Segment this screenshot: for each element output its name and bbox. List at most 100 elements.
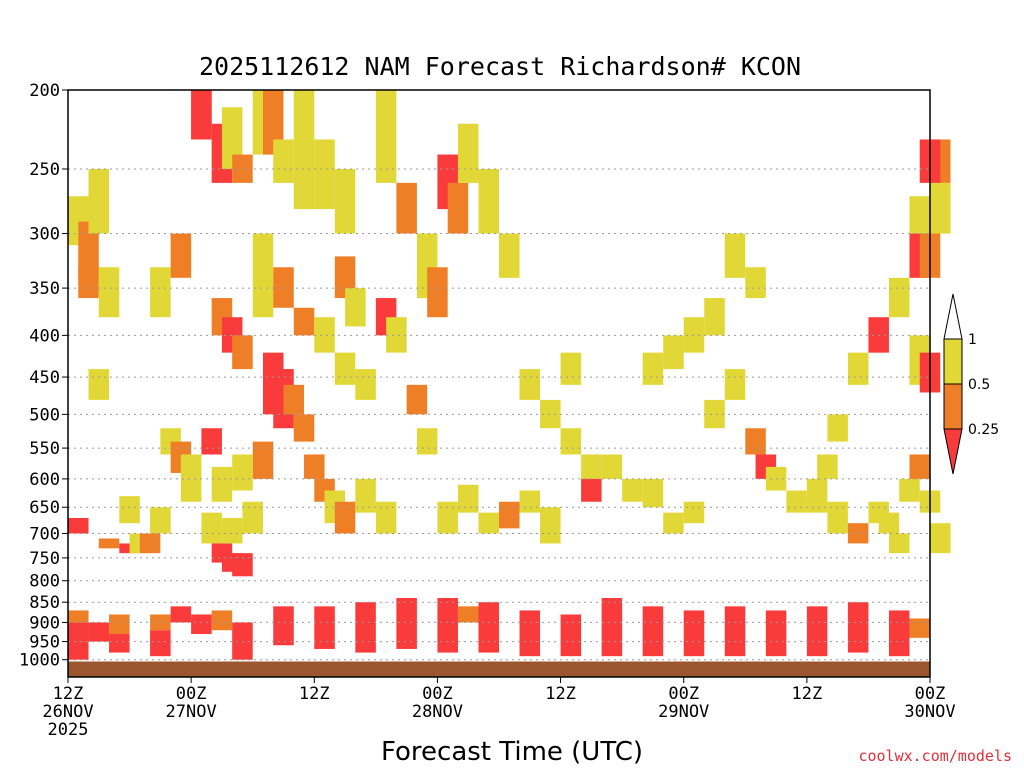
y-tick-label: 1000 (19, 651, 60, 671)
plot-frame (67, 89, 931, 678)
heatmap-cell (293, 90, 315, 210)
y-tick-label: 650 (29, 498, 60, 518)
heatmap-cell (78, 221, 99, 278)
heatmap-cell (642, 352, 664, 385)
heatmap-cell (68, 517, 89, 534)
y-tick-label: 300 (29, 225, 60, 245)
heatmap-cell (355, 602, 376, 653)
heatmap-cell (88, 168, 110, 234)
y-tick-label: 600 (29, 470, 60, 490)
heatmap-cell (724, 606, 746, 657)
x-tick-label: 30NOV (904, 702, 955, 722)
cell-layer (68, 90, 951, 660)
heatmap-cell (386, 317, 407, 353)
heatmap-cell (211, 466, 233, 502)
heatmap-cell (457, 606, 479, 623)
legend-label: 1 (968, 332, 977, 348)
heatmap-cell (293, 307, 315, 336)
x-tick-label: 29NOV (658, 702, 709, 722)
heatmap-cell (683, 610, 705, 657)
x-tick-label: 00Z (422, 684, 453, 704)
heatmap-cell (98, 538, 120, 549)
heatmap-cell (909, 454, 930, 479)
heatmap-cell (355, 369, 376, 400)
heatmap-cell (150, 267, 171, 318)
x-tick-label: 12Z (299, 684, 330, 704)
heatmap-cell (170, 233, 192, 278)
heatmap-cell (704, 298, 725, 336)
heatmap-cell (642, 606, 664, 657)
heatmap-cell (334, 352, 356, 385)
heatmap-cell (765, 610, 787, 657)
heatmap-cell (345, 288, 366, 327)
heatmap-cell (406, 384, 428, 415)
heatmap-cell (745, 267, 766, 299)
heatmap-cell (293, 414, 315, 442)
heatmap-cell (847, 602, 869, 653)
legend-arrow-top (943, 293, 963, 340)
heatmap-cell (273, 606, 294, 646)
y-tick-label: 250 (29, 160, 60, 180)
heatmap-cell (68, 641, 89, 660)
y-tick-label: 700 (29, 524, 60, 544)
heatmap-cell (396, 598, 417, 649)
y-tick-label: 400 (29, 326, 60, 346)
heatmap-cell (314, 606, 335, 649)
heatmap-cell (519, 610, 541, 657)
x-tick-label: 00Z (668, 684, 699, 704)
heatmap-cell (806, 606, 828, 657)
heatmap-cell (273, 139, 294, 183)
chart-title: 2025112612 NAM Forecast Richardson# KCON (199, 52, 801, 81)
heatmap-cell (827, 414, 848, 442)
heatmap-cell (180, 454, 202, 479)
heatmap-cell (478, 512, 499, 534)
heatmap-cell (806, 478, 828, 513)
heatmap-cell (232, 335, 253, 370)
x-tick-label: 12Z (791, 684, 822, 704)
heatmap-cell (437, 598, 458, 653)
heatmap-cell (437, 501, 458, 534)
heatmap-cell (109, 614, 130, 635)
heatmap-cell (642, 478, 664, 508)
heatmap-cell (232, 454, 253, 491)
heatmap-cell (478, 602, 499, 653)
heatmap-cell (78, 267, 99, 299)
heatmap-cell (478, 168, 499, 234)
heatmap-cell (201, 428, 222, 455)
heatmap-cell (704, 399, 725, 429)
y-tick-label: 450 (29, 368, 60, 388)
ground-band (68, 661, 930, 677)
heatmap-cell (847, 523, 869, 544)
y-tick-label: 500 (29, 405, 60, 425)
heatmap-cell (786, 490, 807, 513)
heatmap-cell (457, 123, 479, 183)
ground-layer (68, 661, 930, 677)
heatmap-cell (68, 610, 89, 623)
credit-label: coolwx.com/models (858, 747, 1012, 765)
x-tick-label: 28NOV (412, 702, 463, 722)
heatmap-cell (560, 428, 582, 455)
heatmap-cell (663, 335, 684, 370)
heatmap-cell (232, 553, 253, 577)
heatmap-cell (930, 182, 951, 234)
heatmap-cell (909, 196, 930, 234)
heatmap-cell (724, 369, 746, 400)
x-tick-label: 00Z (176, 684, 207, 704)
heatmap-cell (888, 610, 910, 657)
heatmap-cell (375, 90, 397, 183)
heatmap-cell (88, 369, 110, 400)
heatmap-cell (314, 317, 335, 353)
heatmap-cell (499, 501, 520, 529)
y-tick-label: 800 (29, 572, 60, 592)
y-tick-label: 200 (29, 81, 60, 101)
heatmap-cell (201, 512, 222, 544)
heatmap-cell (930, 523, 951, 554)
heatmap-cell (540, 507, 561, 544)
y-tick-label: 550 (29, 439, 60, 459)
heatmap-cell (560, 614, 582, 657)
legend-label: 0.5 (968, 377, 990, 393)
heatmap-cell (191, 90, 212, 140)
y-tick-label: 900 (29, 613, 60, 633)
heatmap-cell (211, 610, 233, 631)
